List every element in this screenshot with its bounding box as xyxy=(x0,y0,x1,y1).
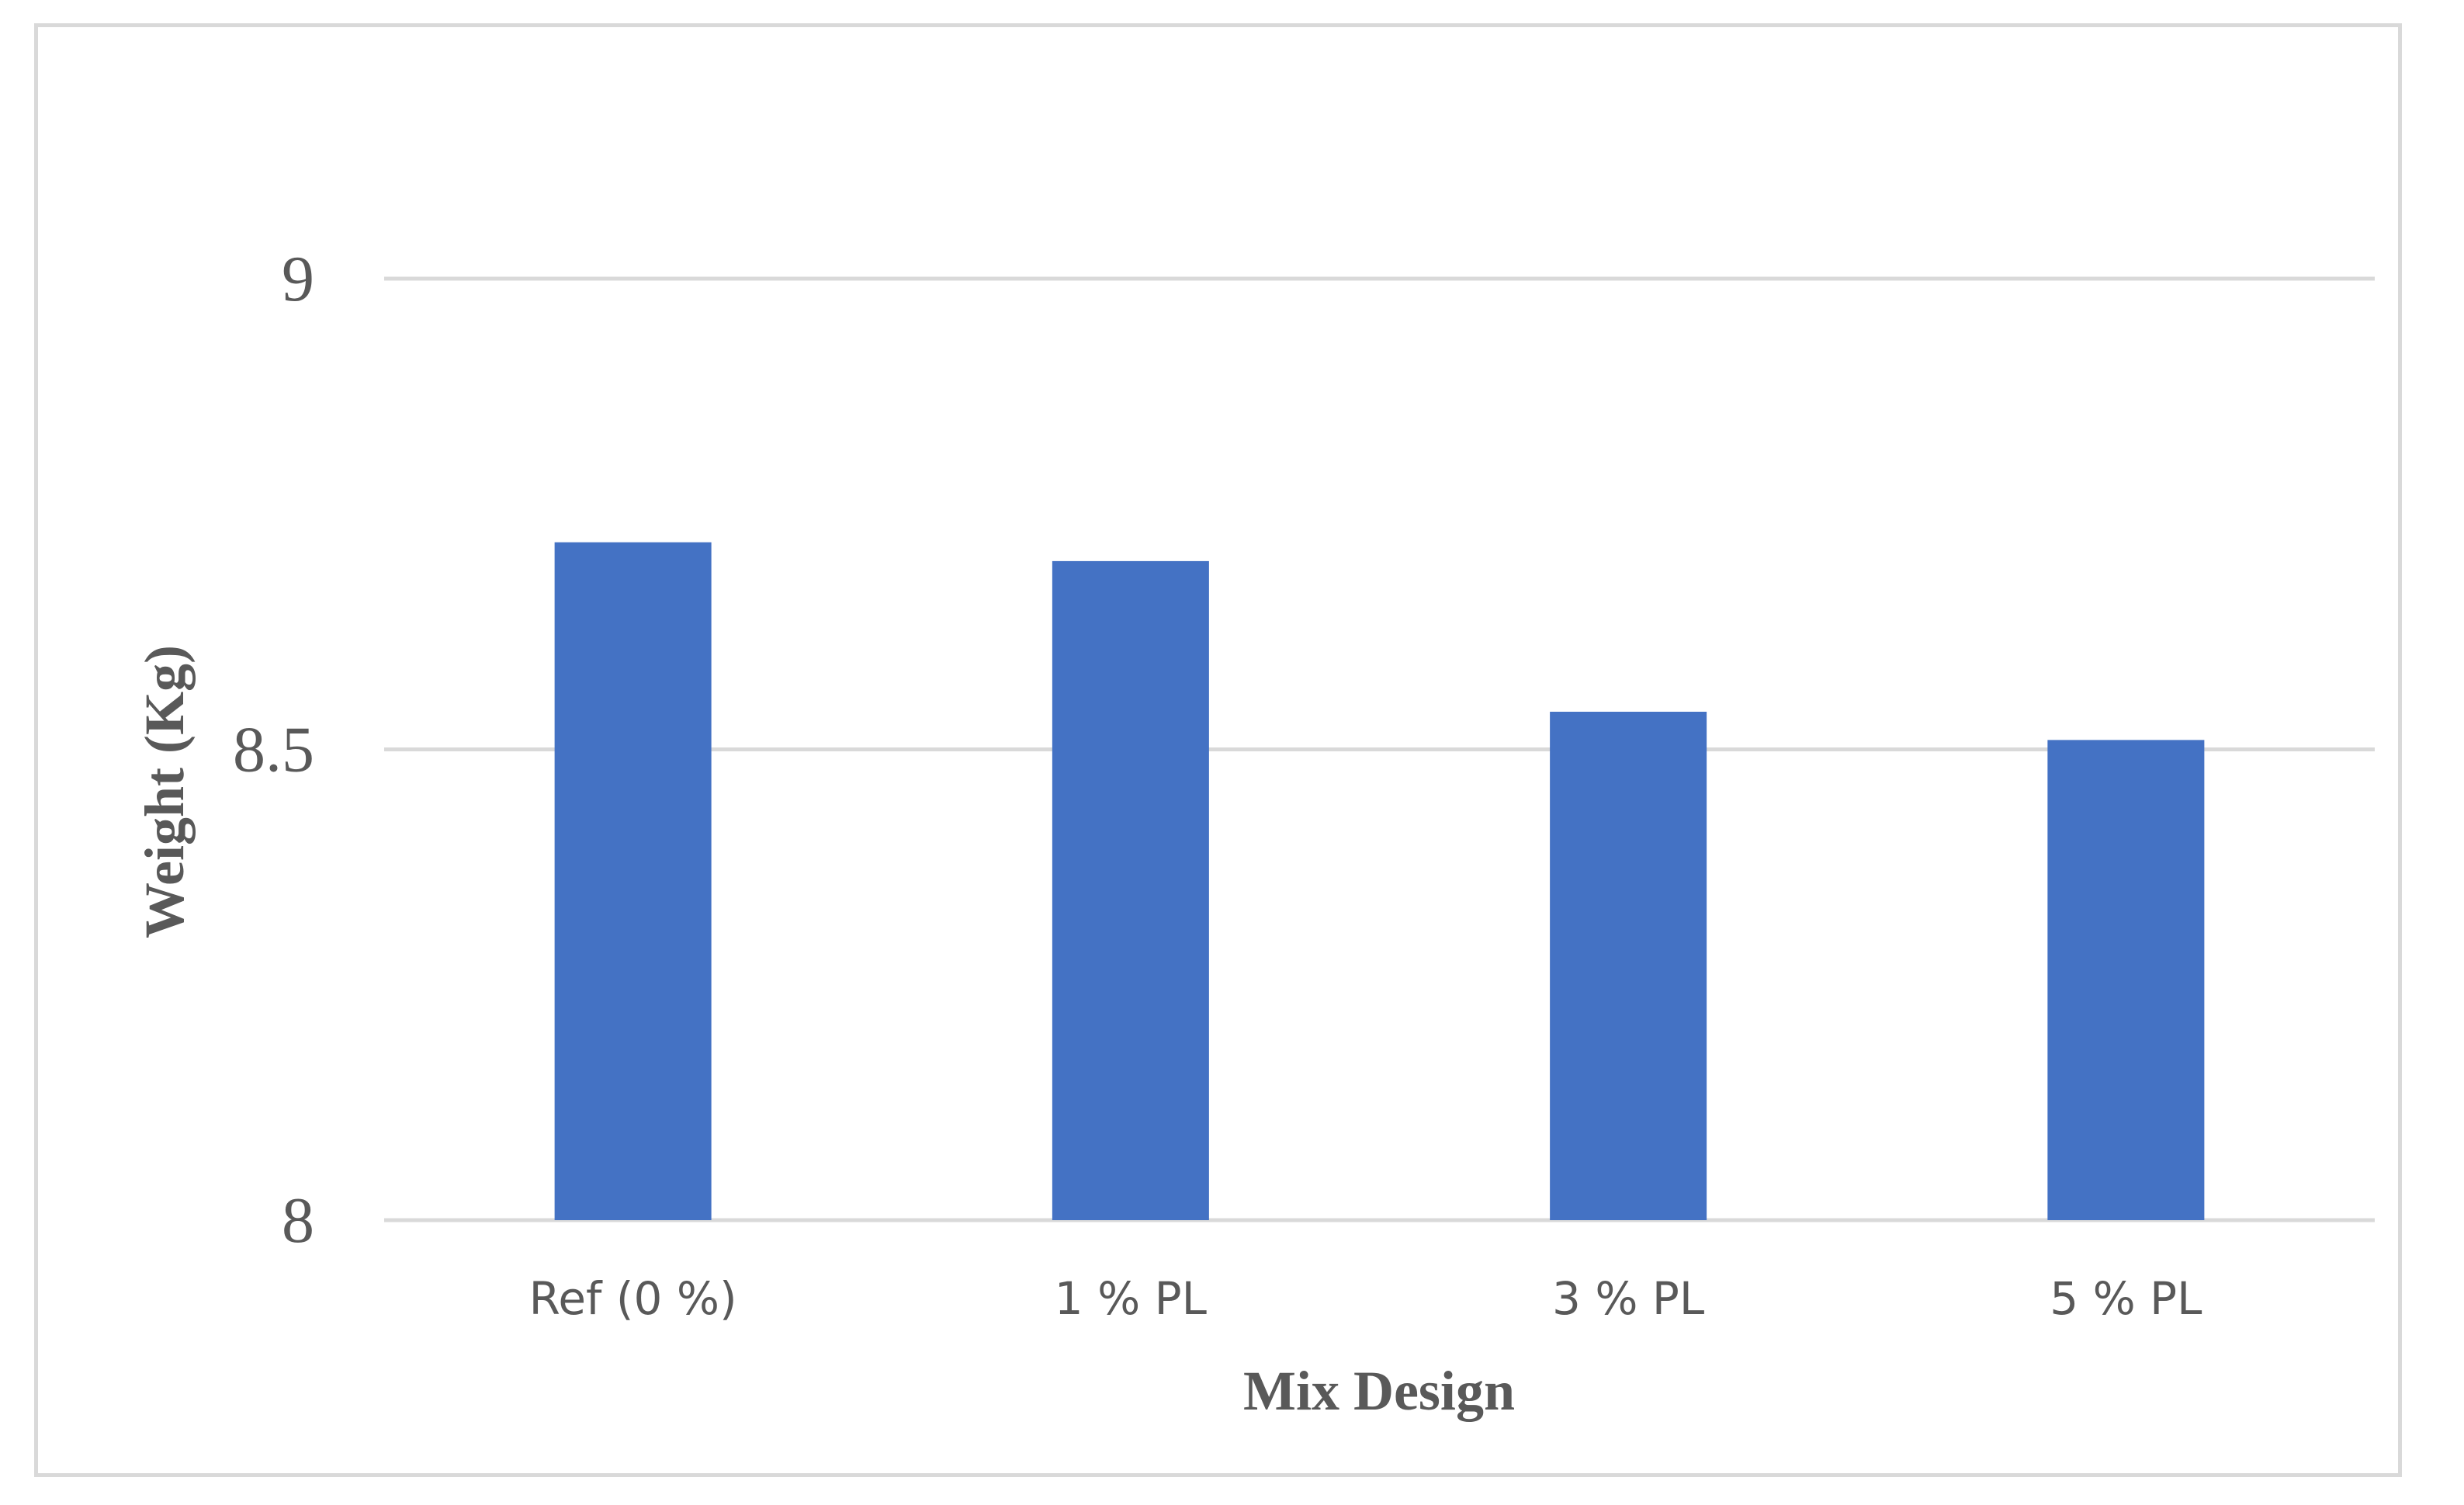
y-tick-label: 8 xyxy=(282,1184,314,1257)
bar xyxy=(2047,740,2205,1220)
gridlines xyxy=(384,276,2375,1222)
bars xyxy=(554,542,2205,1220)
y-tick-labels: 88.59 xyxy=(233,243,314,1257)
y-axis-title: Weight (Kg) xyxy=(133,645,196,938)
x-tick-labels: Ref (0 %) 1 % PL 3 % PL 5 % PL xyxy=(529,1272,2202,1325)
bar xyxy=(1550,711,1707,1220)
x-axis-title: Mix Design xyxy=(1243,1360,1515,1422)
bar xyxy=(554,542,712,1220)
x-tick-label: 5 % PL xyxy=(2050,1272,2202,1325)
y-tick-label: 8.5 xyxy=(233,714,314,786)
x-tick-label: Ref (0 %) xyxy=(529,1272,737,1325)
bar xyxy=(1052,560,1209,1220)
x-tick-label: 1 % PL xyxy=(1055,1272,1207,1325)
y-tick-label: 9 xyxy=(282,243,314,315)
x-tick-label: 3 % PL xyxy=(1552,1272,1704,1325)
